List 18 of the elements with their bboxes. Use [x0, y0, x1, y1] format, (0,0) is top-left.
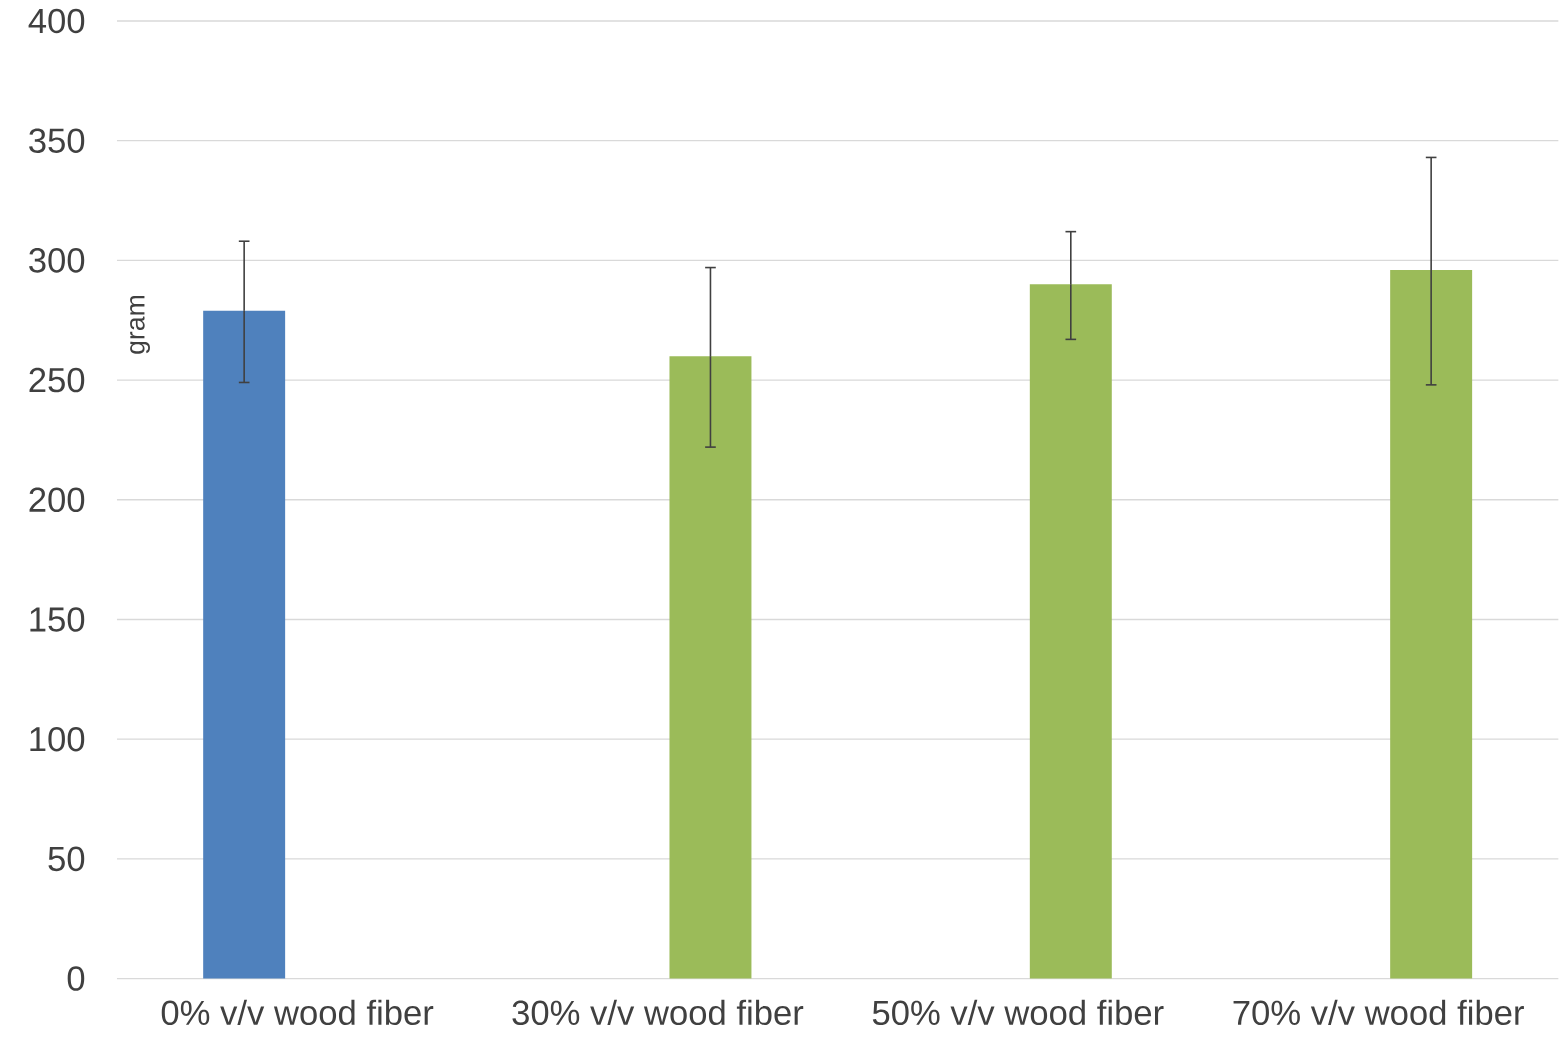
- bar: [203, 310, 286, 979]
- y-tick-label: 0: [67, 966, 85, 992]
- x-tick-label: 70% v/v wood fiber: [1233, 999, 1524, 1026]
- x-tick-label: 50% v/v wood fiber: [872, 999, 1164, 1026]
- x-tick-label: 0% v/v wood fiber: [161, 999, 434, 1026]
- y-tick-label: 350: [29, 128, 85, 154]
- x-tick-label: 30% v/v wood fiber: [512, 999, 804, 1026]
- y-tick-label: 200: [29, 487, 85, 513]
- y-tick-label: 250: [29, 368, 85, 393]
- y-tick-label: 400: [28, 8, 85, 34]
- y-tick-label: 50: [48, 846, 85, 872]
- bar: [669, 356, 752, 979]
- bar: [1029, 284, 1112, 979]
- y-axis-title: gram: [130, 296, 150, 354]
- y-tick-label: 150: [30, 607, 85, 632]
- y-tick-label: 300: [29, 248, 85, 273]
- bar: [1390, 270, 1473, 979]
- y-tick-label: 100: [30, 727, 85, 752]
